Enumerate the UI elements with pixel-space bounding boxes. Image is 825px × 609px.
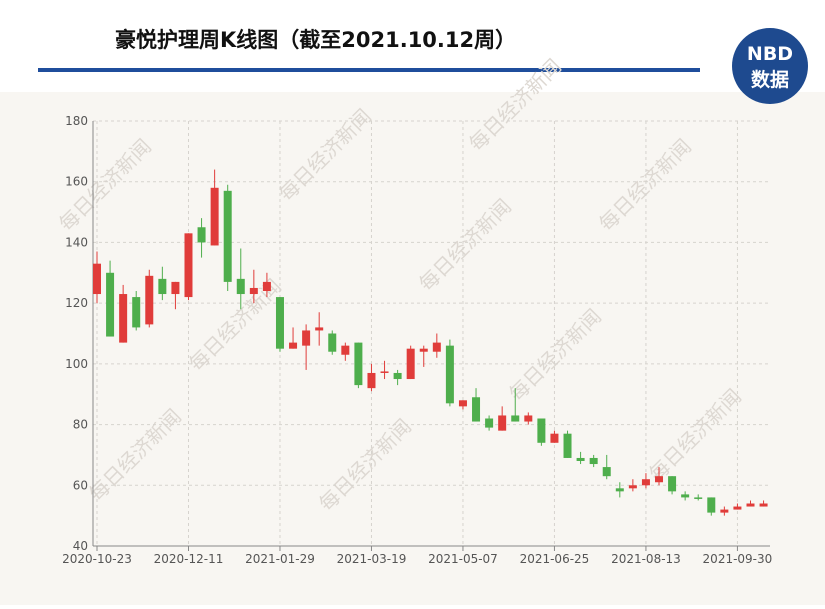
logo-text: 数据 [751, 68, 789, 91]
candle-body [550, 433, 559, 443]
y-tick-label: 180 [65, 114, 88, 128]
candle-body [655, 476, 664, 483]
candle-body [145, 275, 154, 325]
candle-body [589, 457, 598, 465]
chart-title: 豪悦护理周K线图（截至2021.10.12周） [115, 28, 516, 52]
candle-body [733, 506, 742, 510]
header-band [0, 0, 825, 92]
candle-body [210, 187, 219, 246]
candle-body [315, 327, 324, 331]
candle-body [380, 371, 389, 373]
plot: 40 60 80 100 120 140 160 180 2020-10-23 2020-12-1… [62, 114, 772, 566]
candle-body [197, 227, 206, 243]
y-tick-label: 160 [65, 175, 88, 189]
candle-body [445, 345, 454, 404]
candle-body [419, 348, 428, 352]
candle-body [275, 297, 284, 349]
y-tick-label: 100 [65, 357, 88, 371]
candle-body [171, 281, 180, 295]
candle-body [341, 345, 350, 355]
candle-body [759, 503, 768, 507]
logo-text: NBD [747, 43, 793, 65]
candle-body [720, 509, 729, 513]
candle-body [367, 372, 376, 389]
x-tick-label: 2021-03-19 [337, 552, 407, 566]
candle-body [707, 497, 716, 513]
candle-body [576, 457, 585, 461]
y-tick-label: 120 [65, 296, 88, 310]
candle-body [106, 272, 115, 337]
candle-body [119, 294, 128, 343]
y-tick-label: 80 [73, 418, 88, 432]
candle-body [406, 348, 415, 380]
candle-body [602, 467, 611, 477]
candle-body [93, 263, 101, 295]
candle-body [236, 278, 245, 295]
candle-body [289, 342, 298, 349]
candle-body [249, 287, 258, 295]
y-tick-label: 40 [73, 539, 88, 553]
candle-body [746, 503, 755, 507]
candle-body [184, 233, 193, 298]
x-tick-label: 2021-09-30 [703, 552, 773, 566]
candle-body [354, 342, 363, 386]
candle-body [158, 278, 167, 295]
candle-body [628, 485, 637, 489]
candle-body [472, 397, 481, 422]
candle-body [432, 342, 441, 352]
candle-body [524, 415, 533, 422]
candle-body [511, 415, 520, 422]
candle-body [681, 494, 690, 498]
candle-body [563, 433, 572, 458]
candle-body [328, 333, 337, 352]
y-tick-label: 60 [73, 478, 88, 492]
logo [732, 28, 808, 104]
candle-body [262, 281, 271, 291]
candle-body [132, 297, 141, 328]
x-tick-label: 2021-01-29 [245, 552, 315, 566]
candle-body [668, 476, 677, 492]
candle-body [537, 418, 546, 443]
x-tick-label: 2020-10-23 [62, 552, 132, 566]
candle-body [485, 418, 494, 428]
candle-body [302, 330, 311, 346]
x-tick-label: 2021-08-13 [611, 552, 681, 566]
x-tick-label: 2021-06-25 [520, 552, 590, 566]
title-underline [38, 68, 700, 72]
y-tick-label: 140 [65, 235, 88, 249]
candle-body [458, 400, 467, 407]
candle-body [641, 479, 650, 486]
candle-body [694, 497, 703, 499]
candle-body [498, 415, 507, 431]
candle-body [615, 488, 624, 492]
x-tick-label: 2020-12-11 [154, 552, 224, 566]
candle-body [393, 372, 402, 380]
x-tick-label: 2021-05-07 [428, 552, 498, 566]
candle-body [223, 190, 232, 282]
